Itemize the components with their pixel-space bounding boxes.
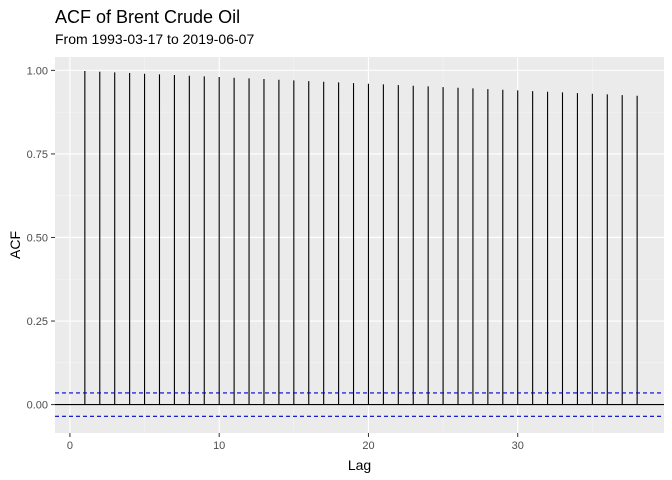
x-tick-label: 20: [362, 440, 374, 452]
y-axis: 0.00 0.25 0.50 0.75 1.00: [27, 65, 55, 412]
y-tick-label: 1.00: [27, 65, 48, 77]
x-tick-label: 10: [213, 440, 225, 452]
x-axis-title: Lag: [348, 457, 371, 473]
plot-panel: [55, 57, 664, 433]
chart-subtitle: From 1993-03-17 to 2019-06-07: [55, 31, 254, 47]
y-tick-label: 0.25: [27, 316, 48, 328]
y-tick-label: 0.00: [27, 400, 48, 412]
x-tick-label: 30: [512, 440, 524, 452]
y-tick-label: 0.75: [27, 149, 48, 161]
chart-title: ACF of Brent Crude Oil: [55, 7, 240, 27]
x-axis: 0 10 20 30: [67, 433, 524, 452]
y-tick-label: 0.50: [27, 232, 48, 244]
y-axis-title: ACF: [7, 231, 23, 259]
reference-lines: [55, 392, 664, 417]
acf-bars: [84, 71, 638, 405]
x-tick-label: 0: [67, 440, 73, 452]
